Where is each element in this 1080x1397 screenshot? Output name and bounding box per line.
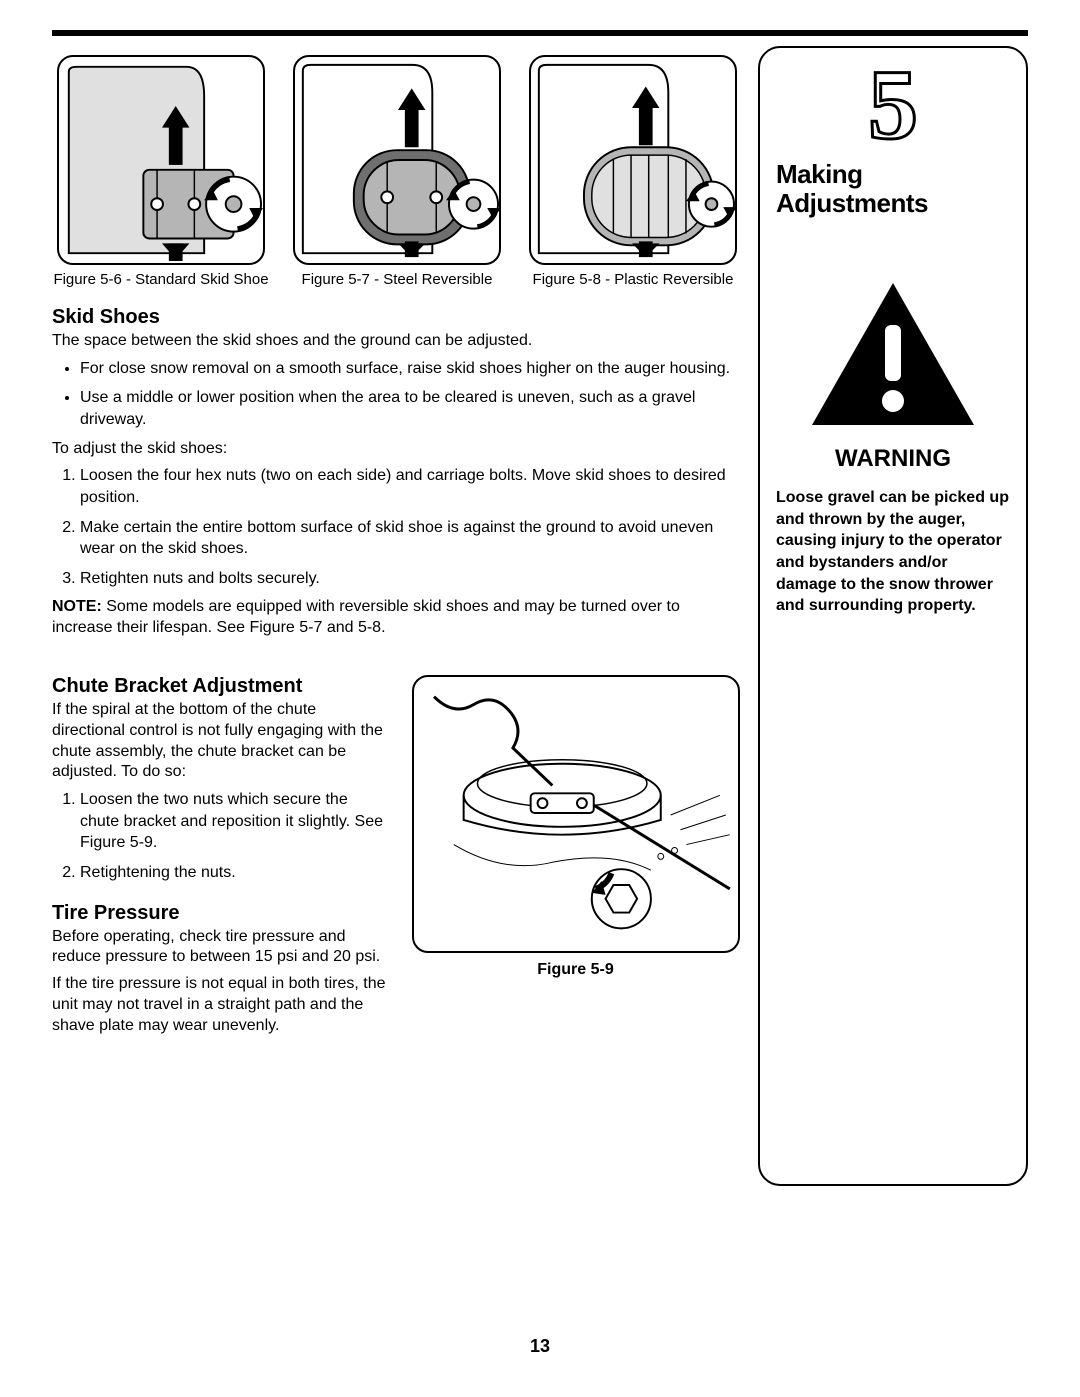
page-number: 13 <box>0 1336 1080 1357</box>
chute-left-col: Chute Bracket Adjustment If the spiral a… <box>52 675 387 1043</box>
skid-step-2: Make certain the entire bottom surface o… <box>80 517 742 560</box>
skid-note: NOTE: Some models are equipped with reve… <box>52 597 742 639</box>
figure-57-illustration <box>293 55 501 265</box>
skid-steps: Loosen the four hex nuts (two on each si… <box>52 465 742 589</box>
figure-59-illustration <box>412 675 740 953</box>
figure-58-caption: Figure 5-8 - Plastic Reversible <box>533 271 734 288</box>
chapter-title-line2: Adjustments <box>776 188 928 218</box>
tire-p2: If the tire pressure is not equal in bot… <box>52 974 387 1036</box>
figure-57-caption: Figure 5-7 - Steel Reversible <box>302 271 493 288</box>
warning-text: Loose gravel can be picked up and thrown… <box>776 487 1010 617</box>
warning-triangle-icon <box>808 279 978 429</box>
tire-p1: Before operating, check tire pressure an… <box>52 927 387 969</box>
skid-bullets: For close snow removal on a smooth surfa… <box>52 358 742 431</box>
chute-step-1: Loosen the two nuts which secure the chu… <box>80 789 387 854</box>
main-column: Figure 5-6 - Standard Skid Shoe <box>52 55 742 1042</box>
chute-step-2: Retightening the nuts. <box>80 862 387 884</box>
chute-row: Chute Bracket Adjustment If the spiral a… <box>52 675 742 1043</box>
note-label: NOTE: <box>52 598 102 615</box>
warning-label: WARNING <box>776 445 1010 473</box>
skid-bullet-1: For close snow removal on a smooth surfa… <box>80 358 742 380</box>
note-text: Some models are equipped with reversible… <box>52 598 680 636</box>
figure-56: Figure 5-6 - Standard Skid Shoe <box>52 55 270 288</box>
top-rule <box>52 30 1028 36</box>
figure-56-illustration <box>57 55 265 265</box>
skid-lead: To adjust the skid shoes: <box>52 439 742 460</box>
chute-steps: Loosen the two nuts which secure the chu… <box>52 789 387 883</box>
skid-bullet-2: Use a middle or lower position when the … <box>80 387 742 430</box>
figure-58-illustration <box>529 55 737 265</box>
skid-intro: The space between the skid shoes and the… <box>52 331 742 352</box>
chute-intro: If the spiral at the bottom of the chute… <box>52 700 387 783</box>
skid-step-3: Retighten nuts and bolts securely. <box>80 568 742 590</box>
sidebar-panel: 5 Making Adjustments WARNING Loose grave… <box>758 46 1028 1186</box>
chapter-title-line1: Making <box>776 159 863 189</box>
chapter-title: Making Adjustments <box>776 160 1010 217</box>
tire-heading: Tire Pressure <box>52 902 387 925</box>
figure-59-caption: Figure 5-9 <box>537 961 613 979</box>
figure-56-caption: Figure 5-6 - Standard Skid Shoe <box>53 271 268 288</box>
figure-58: Figure 5-8 - Plastic Reversible <box>524 55 742 288</box>
figure-row: Figure 5-6 - Standard Skid Shoe <box>52 55 742 288</box>
skid-step-1: Loosen the four hex nuts (two on each si… <box>80 465 742 508</box>
figure-57: Figure 5-7 - Steel Reversible <box>288 55 506 288</box>
chute-heading: Chute Bracket Adjustment <box>52 675 387 698</box>
skid-shoes-heading: Skid Shoes <box>52 306 742 329</box>
chapter-number: 5 <box>776 60 1010 150</box>
figure-59: Figure 5-9 <box>409 675 742 1043</box>
